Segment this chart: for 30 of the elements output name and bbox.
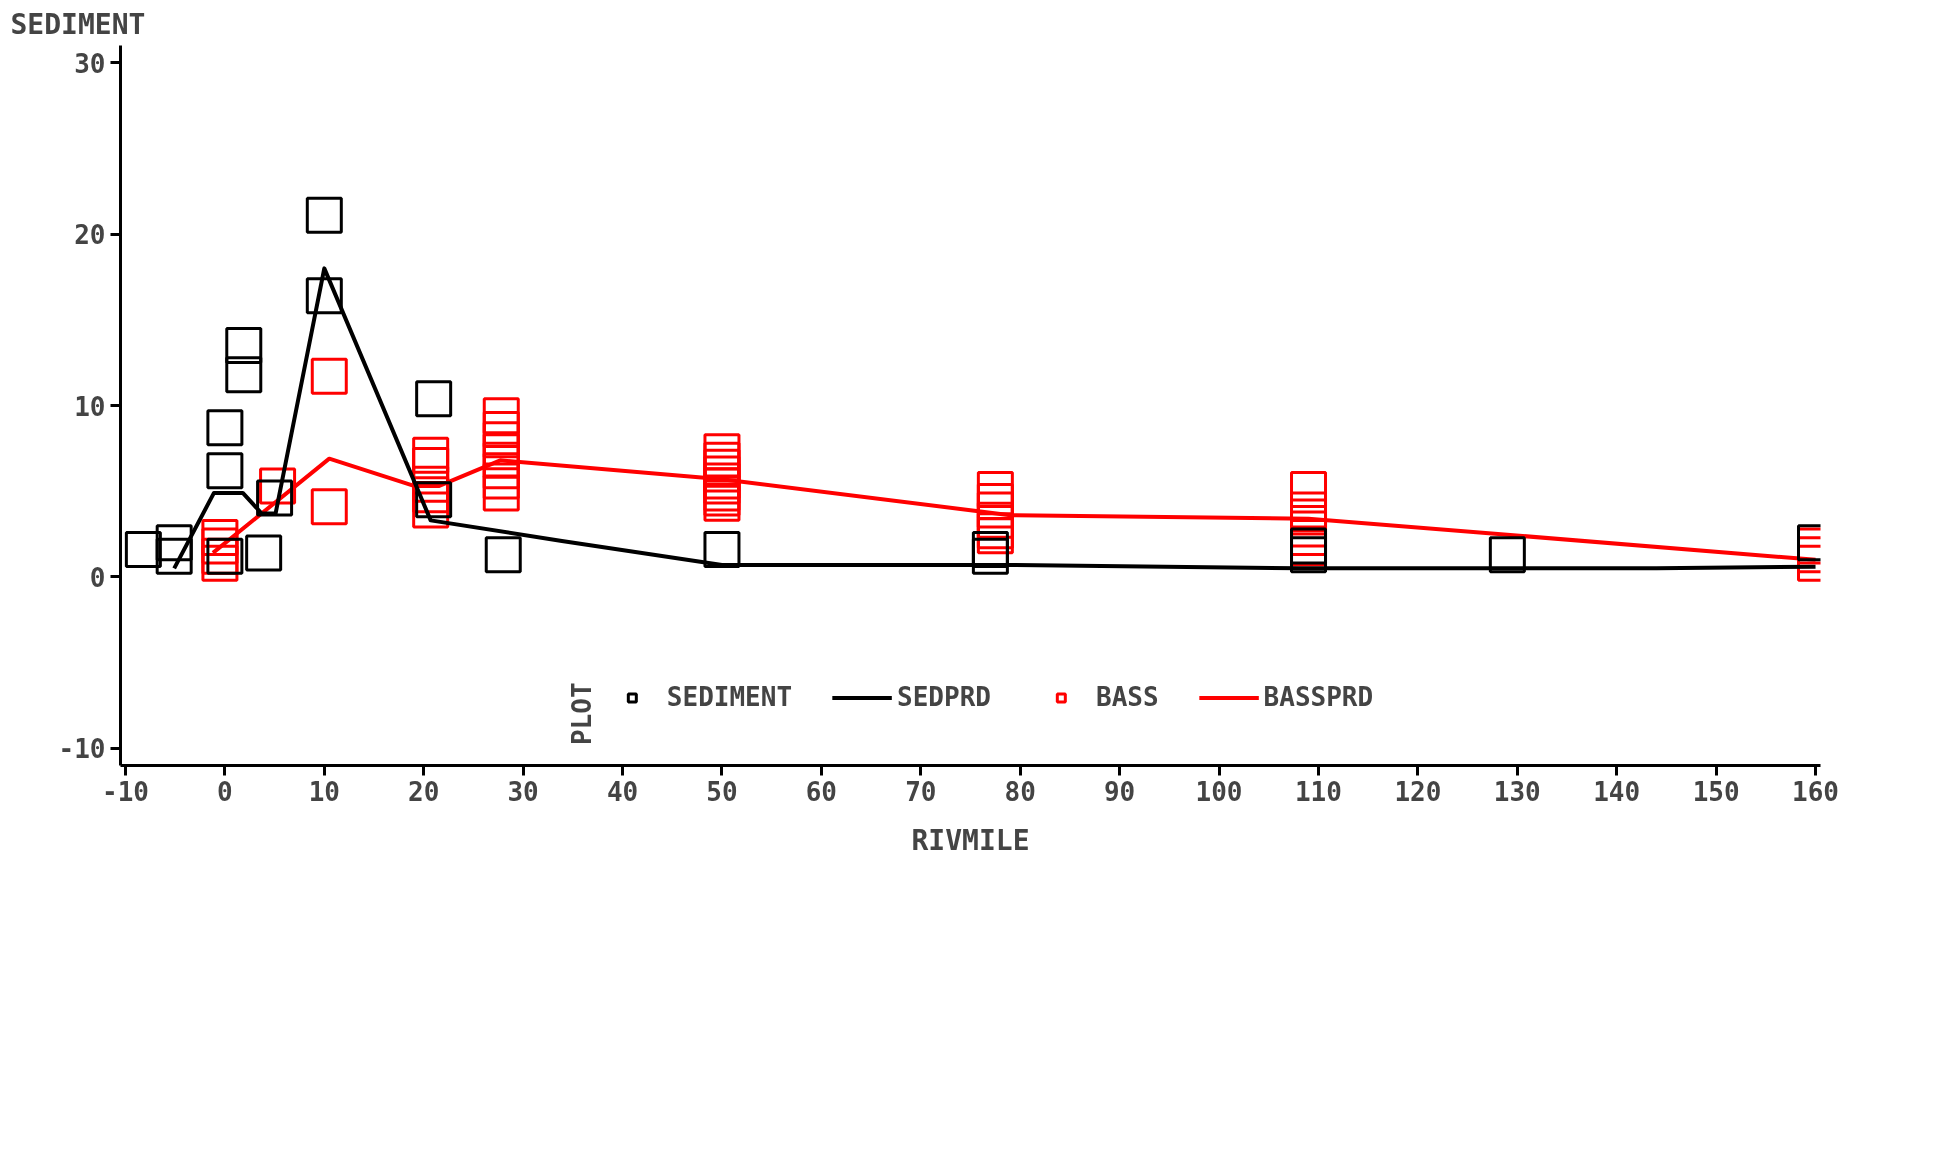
x-tick-label: 10 (308, 776, 340, 807)
legend-label: BASSPRD (1263, 682, 1374, 713)
x-tick-label: 60 (805, 776, 838, 807)
x-tick-label: 100 (1195, 776, 1243, 807)
y-tick-label: 30 (74, 48, 106, 79)
x-tick-label: 90 (1103, 776, 1136, 807)
y-tick-label: 10 (74, 391, 106, 422)
x-tick-label: 80 (1004, 776, 1036, 807)
legend-label: SEDPRD (897, 682, 991, 713)
x-tick-label: 30 (507, 776, 539, 807)
x-tick-label: 130 (1493, 776, 1541, 807)
x-tick-label: 50 (706, 776, 738, 807)
x-axis-title: RIVMILE (911, 823, 1030, 857)
legend-title: PLOT (566, 682, 597, 745)
x-tick-label: 70 (905, 776, 937, 807)
x-tick-label: 140 (1593, 776, 1641, 807)
y-tick-label: -10 (58, 734, 106, 765)
x-tick-label: 160 (1792, 776, 1840, 807)
legend-label: SEDIMENT (666, 682, 793, 713)
x-tick-label: 110 (1294, 776, 1342, 807)
legend-label: BASS (1095, 682, 1159, 713)
y-tick-label: 20 (74, 220, 106, 251)
y-tick-label: 0 (89, 562, 106, 593)
x-tick-label: 120 (1394, 776, 1442, 807)
x-tick-label: 40 (606, 776, 639, 807)
x-tick-label: -10 (101, 776, 149, 807)
y-axis-title: SEDIMENT (10, 7, 146, 41)
x-tick-label: 150 (1692, 776, 1740, 807)
x-tick-label: 20 (408, 776, 440, 807)
x-tick-label: 0 (217, 776, 233, 807)
